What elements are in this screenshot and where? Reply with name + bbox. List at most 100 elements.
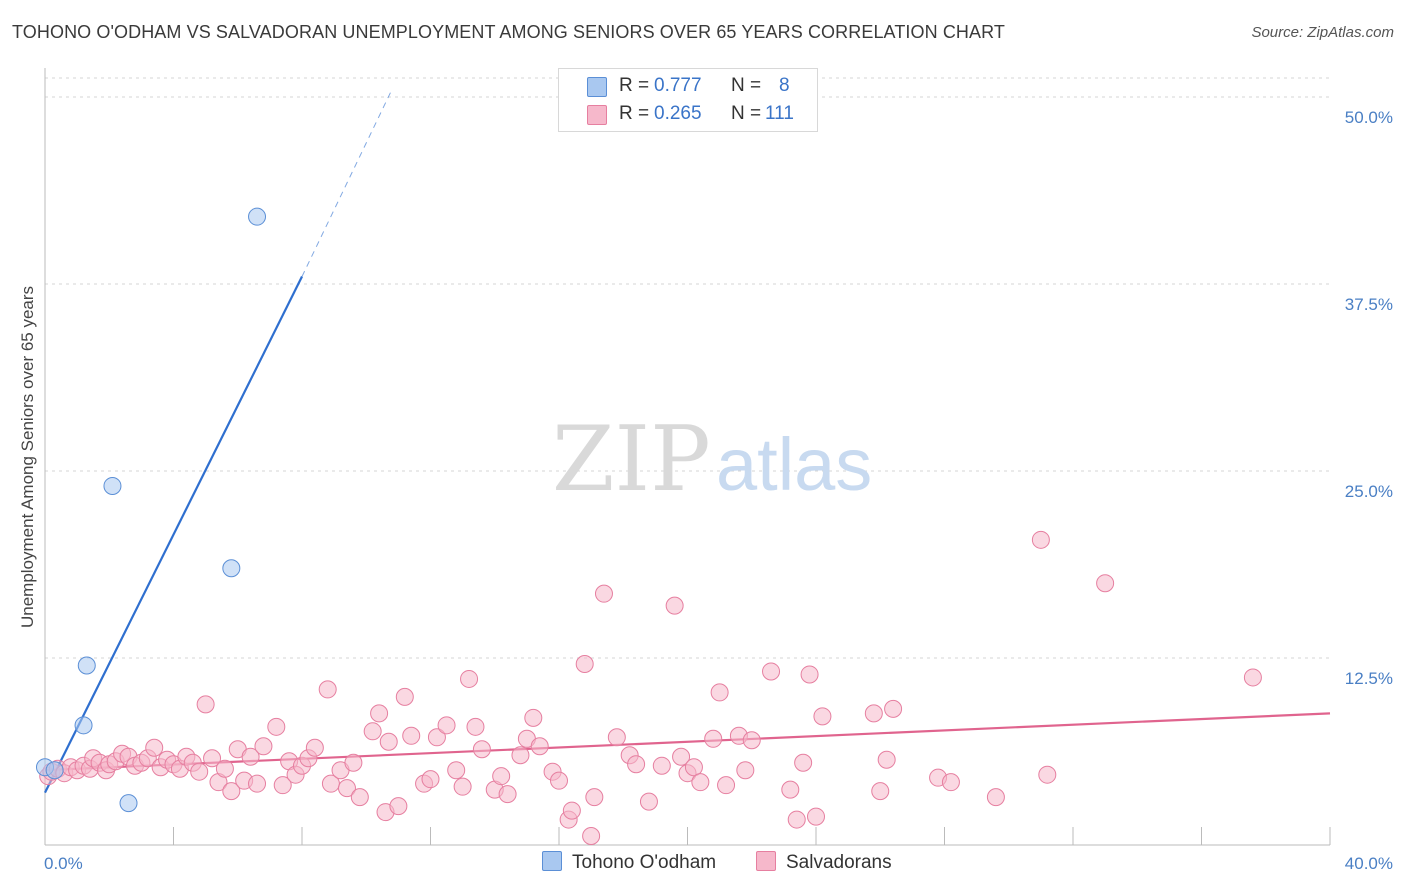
point-salvadoran	[370, 704, 389, 723]
legend-r-value: 0.777	[654, 75, 702, 96]
point-salvadoran	[627, 755, 646, 774]
point-salvadoran	[1031, 530, 1050, 549]
point-salvadoran	[575, 654, 594, 673]
point-salvadoran	[492, 767, 511, 786]
point-salvadoran	[562, 801, 581, 820]
point-salvadoran	[813, 707, 832, 726]
point-salvadoran	[421, 770, 440, 789]
legend-r-label: R =	[619, 103, 650, 124]
y-axis-label: Unemployment Among Seniors over 65 years	[18, 286, 37, 628]
point-salvadoran	[871, 782, 890, 801]
legend-r-value: 0.265	[654, 103, 702, 124]
point-salvadoran	[437, 716, 456, 735]
watermark: ZIP atlas	[552, 407, 872, 512]
legend-swatch-salvadorans	[587, 105, 607, 125]
point-salvadoran	[254, 737, 273, 756]
source-label: Source: ZipAtlas.com	[1251, 24, 1394, 41]
point-salvadoran	[466, 717, 485, 736]
point-salvadoran	[453, 777, 472, 796]
watermark-zip-text: ZIP	[552, 407, 711, 512]
y-tick-label: 50.0%	[1345, 108, 1393, 127]
point-salvadoran	[145, 738, 164, 757]
point-tohono	[74, 716, 93, 735]
legend-n-value: 111	[765, 103, 794, 124]
tick-labels: 12.5% 25.0% 37.5% 50.0% 0.0% 40.0%	[44, 108, 1393, 873]
point-salvadoran	[267, 717, 286, 736]
point-salvadoran	[691, 773, 710, 792]
bottom-legend-label-salvadorans: Salvadorans	[786, 852, 892, 873]
y-tick-label: 37.5%	[1345, 295, 1393, 314]
point-tohono	[222, 559, 241, 578]
point-salvadoran	[884, 699, 903, 718]
point-tohono	[103, 476, 122, 495]
point-salvadoran	[511, 746, 530, 765]
point-salvadoran	[639, 792, 658, 811]
legend-n-label: N =	[731, 103, 762, 124]
bottom-legend-salvadorans: Salvadorans	[756, 851, 892, 874]
point-salvadoran	[807, 807, 825, 826]
point-salvadoran	[203, 749, 222, 768]
point-salvadoran	[350, 788, 369, 807]
bottom-legend-swatch-salvadorans	[756, 851, 776, 871]
point-salvadoran	[864, 704, 883, 723]
point-salvadoran	[800, 665, 819, 684]
point-salvadoran	[402, 726, 421, 745]
point-salvadoran	[717, 776, 736, 795]
point-salvadoran	[389, 797, 408, 816]
point-salvadoran	[241, 747, 260, 766]
point-salvadoran	[447, 761, 466, 780]
y-tick-label: 12.5%	[1345, 669, 1393, 688]
point-salvadoran	[524, 708, 543, 727]
bottom-legend-label-tohono: Tohono O'odham	[572, 852, 717, 873]
point-salvadoran	[530, 737, 549, 756]
point-tohono	[45, 761, 64, 780]
legend-r-label: R =	[619, 75, 650, 96]
point-tohono	[248, 207, 267, 226]
legend-row-salvadorans: R = 0.265 N = 111	[559, 101, 817, 129]
point-salvadoran	[344, 753, 363, 772]
point-salvadoran	[190, 762, 209, 781]
point-salvadoran	[742, 731, 761, 750]
point-salvadoran	[762, 662, 781, 681]
point-salvadoran	[498, 785, 517, 804]
axes	[44, 68, 1331, 846]
point-salvadoran	[305, 738, 324, 757]
watermark-atlas-text: atlas	[716, 423, 872, 506]
trend-line-tohono-extension	[301, 89, 393, 277]
trend-lines	[44, 89, 1331, 794]
point-salvadoran	[363, 722, 382, 741]
data-points	[36, 207, 1262, 846]
point-salvadoran	[337, 779, 356, 798]
point-salvadoran	[665, 596, 684, 615]
point-salvadoran	[273, 776, 292, 795]
bottom-legend-tohono: Tohono O'odham	[542, 851, 716, 874]
point-salvadoran	[472, 740, 491, 759]
point-salvadoran	[1243, 668, 1262, 687]
point-salvadoran	[1096, 574, 1115, 593]
legend-swatch-tohono	[587, 77, 607, 97]
point-salvadoran	[427, 728, 446, 747]
point-salvadoran	[986, 788, 1005, 807]
x-tick-label: 0.0%	[44, 854, 83, 873]
point-salvadoran	[652, 756, 671, 775]
point-salvadoran	[787, 810, 806, 829]
correlation-legend: R = 0.777 N = 8 R = 0.265 N = 111	[558, 68, 818, 132]
point-salvadoran	[1038, 765, 1057, 784]
point-salvadoran	[585, 788, 604, 807]
point-salvadoran	[395, 687, 414, 706]
point-salvadoran	[318, 680, 337, 699]
point-salvadoran	[379, 732, 398, 751]
point-salvadoran	[794, 753, 813, 772]
point-salvadoran	[736, 761, 755, 780]
point-tohono	[77, 656, 96, 675]
point-salvadoran	[781, 780, 800, 799]
trend-line-salvadorans	[44, 712, 1331, 772]
point-salvadoran	[607, 728, 626, 747]
point-salvadoran	[248, 774, 267, 793]
x-tick-label: 40.0%	[1345, 854, 1393, 873]
y-tick-label: 25.0%	[1345, 482, 1393, 501]
point-salvadoran	[684, 758, 703, 777]
point-salvadoran	[215, 759, 234, 778]
point-tohono	[119, 794, 138, 813]
